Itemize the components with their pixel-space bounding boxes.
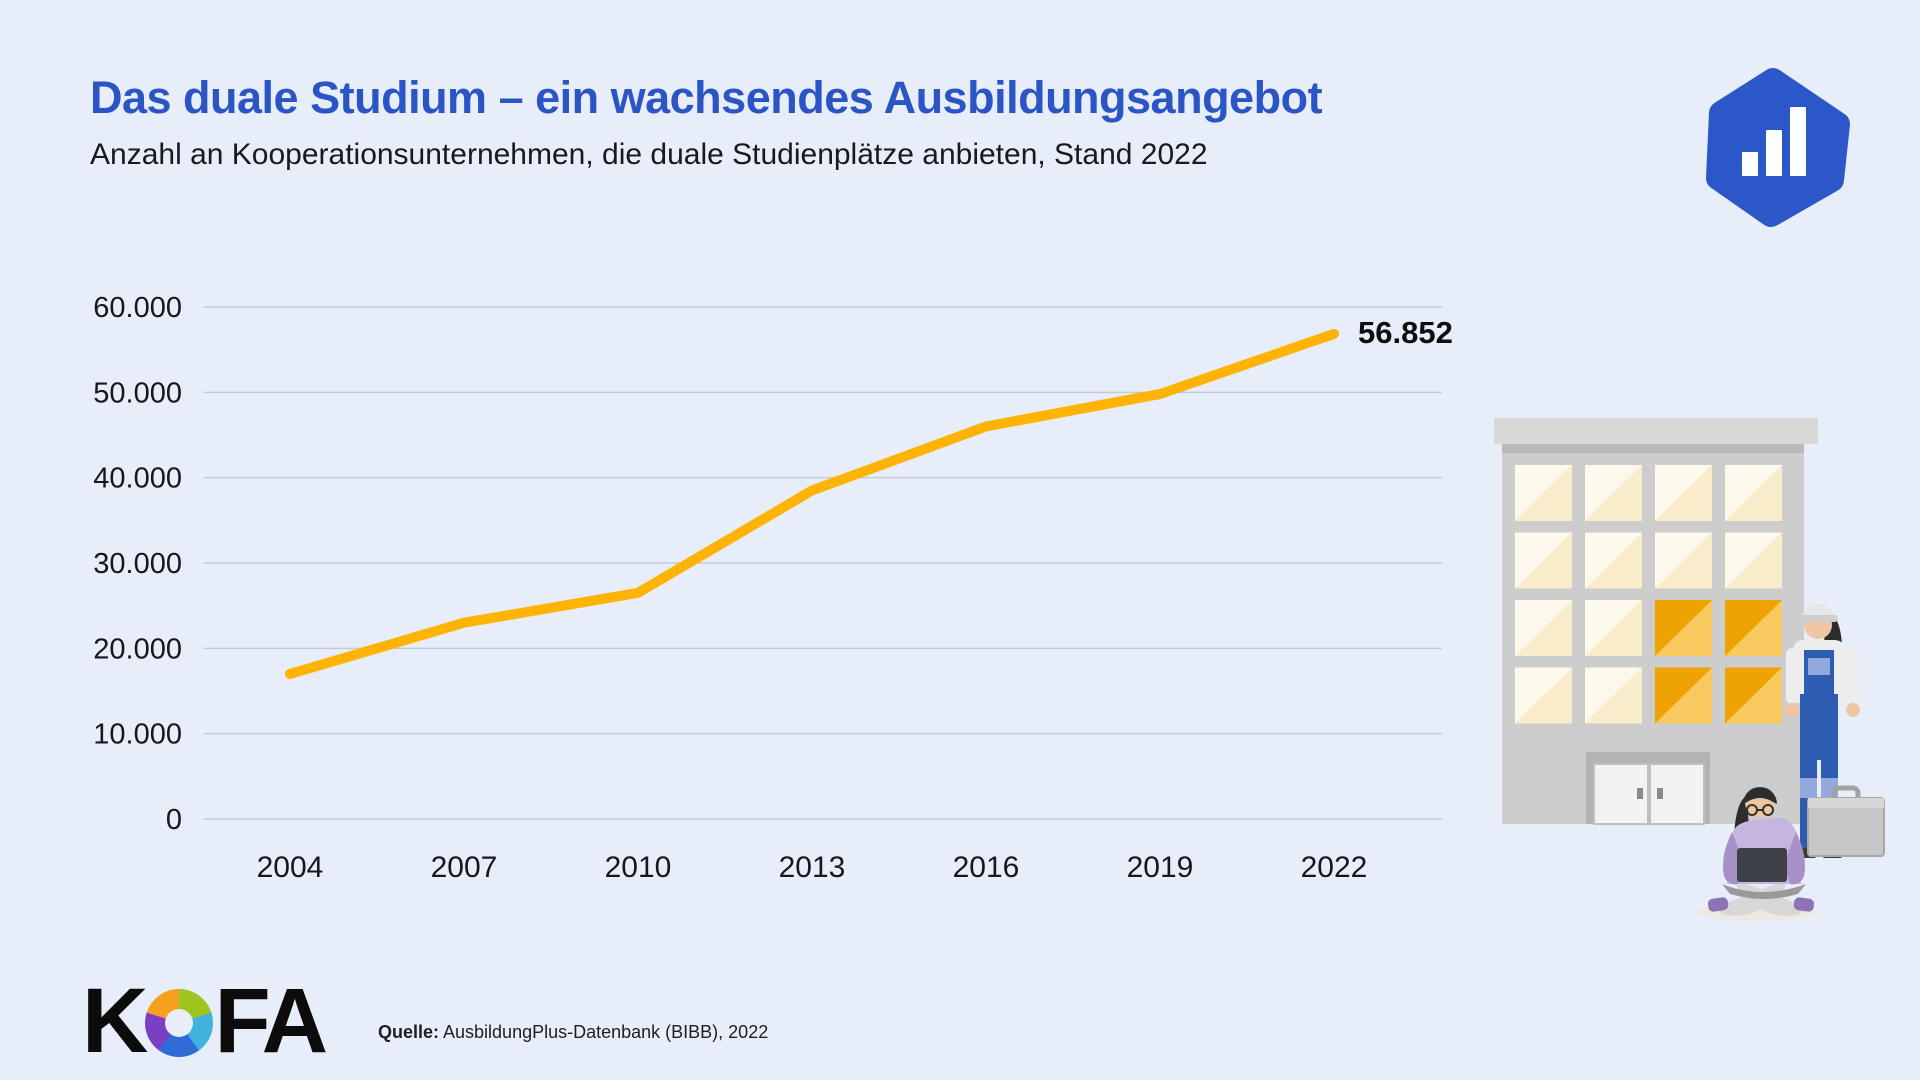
x-tick-label: 2004 bbox=[257, 851, 324, 884]
x-tick-label: 2016 bbox=[953, 851, 1020, 884]
window-glare bbox=[1515, 600, 1572, 656]
kofa-letter-fa: FA bbox=[214, 970, 328, 1072]
window-glare bbox=[1655, 667, 1712, 724]
source-note: Quelle: AusbildungPlus-Datenbank (BIBB),… bbox=[378, 1022, 768, 1043]
source-prefix: Quelle: bbox=[378, 1022, 440, 1042]
y-tick-label: 0 bbox=[166, 804, 182, 836]
building-illustration bbox=[1494, 418, 1885, 921]
building-door bbox=[1586, 752, 1710, 825]
student-figure bbox=[1696, 787, 1816, 921]
worker-figure bbox=[1785, 604, 1885, 858]
window-glare bbox=[1585, 465, 1642, 521]
kofa-letter-k: K bbox=[82, 970, 148, 1072]
window-glare bbox=[1725, 532, 1782, 589]
window-glare bbox=[1655, 600, 1712, 656]
bar-chart-icon bbox=[1742, 107, 1806, 176]
y-tick-label: 40.000 bbox=[93, 463, 182, 495]
data-point-label: 56.852 bbox=[1358, 315, 1453, 350]
y-tick-label: 30.000 bbox=[93, 548, 182, 580]
building bbox=[1494, 418, 1818, 825]
page-subtitle: Anzahl an Kooperationsunternehmen, die d… bbox=[90, 138, 1208, 171]
building-windows bbox=[1515, 465, 1782, 724]
data-line bbox=[285, 328, 1339, 679]
y-tick-label: 60.000 bbox=[93, 292, 182, 324]
window-glare bbox=[1585, 600, 1642, 656]
x-tick-label: 2010 bbox=[605, 851, 672, 884]
window-glare bbox=[1655, 465, 1712, 521]
window-glare bbox=[1515, 465, 1572, 521]
source-text: AusbildungPlus-Datenbank (BIBB), 2022 bbox=[439, 1022, 769, 1042]
window-glare bbox=[1725, 600, 1782, 656]
window-glare bbox=[1585, 667, 1642, 724]
x-tick-label: 2007 bbox=[431, 851, 498, 884]
window-glare bbox=[1655, 532, 1712, 589]
y-tick-label: 20.000 bbox=[93, 633, 182, 665]
window-glare bbox=[1725, 667, 1782, 724]
y-tick-label: 10.000 bbox=[93, 719, 182, 751]
y-tick-label: 50.000 bbox=[93, 377, 182, 409]
window-glare bbox=[1725, 465, 1782, 521]
x-tick-label: 2022 bbox=[1301, 851, 1368, 884]
x-tick-label: 2019 bbox=[1127, 851, 1194, 884]
window-glare bbox=[1585, 532, 1642, 589]
x-tick-label: 2013 bbox=[779, 851, 846, 884]
kofa-logo: K FA bbox=[82, 970, 328, 1072]
window-glare bbox=[1515, 667, 1572, 724]
kofa-aperture-icon bbox=[145, 989, 214, 1057]
page-title: Das duale Studium – ein wachsendes Ausbi… bbox=[90, 72, 1323, 123]
brand-logo bbox=[1706, 68, 1850, 227]
header: Das duale Studium – ein wachsendes Ausbi… bbox=[90, 72, 1323, 172]
window-glare bbox=[1515, 532, 1572, 589]
briefcase bbox=[1807, 785, 1885, 857]
